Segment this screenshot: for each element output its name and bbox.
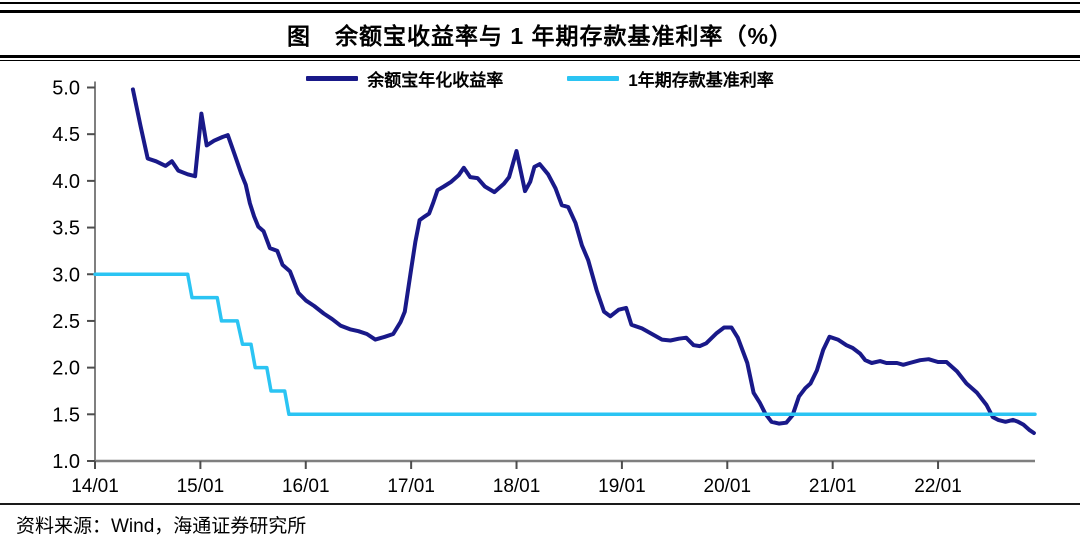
y-tick-label: 4.5 — [52, 124, 80, 146]
legend-line-yuebao-swatch — [306, 76, 359, 81]
series-line-yuebao-yield — [130, 87, 1036, 435]
y-tick-label: 3.0 — [52, 264, 80, 286]
source-note: 资料来源：Wind，海通证券研究所 — [16, 516, 307, 537]
top-rule-thin — [0, 2, 1080, 4]
y-tick-label: 4.0 — [52, 171, 80, 193]
y-tick-label: 1.5 — [52, 404, 80, 426]
x-tick-label: 18/01 — [493, 476, 541, 497]
x-tick-label: 22/01 — [914, 476, 962, 497]
x-tick-label: 14/01 — [71, 476, 119, 497]
legend-item-yuebao-yield: 余额宝年化收益率 — [306, 66, 503, 91]
legend-item-deposit-rate: 1年期存款基准利率 — [567, 66, 774, 91]
title-rule-thick — [0, 55, 1080, 58]
legend-label-yuebao: 余额宝年化收益率 — [367, 71, 504, 90]
footer-rule — [0, 503, 1080, 505]
y-tick-label: 1.0 — [52, 451, 80, 473]
x-tick-label: 19/01 — [598, 476, 646, 497]
x-tick-label: 21/01 — [809, 476, 857, 497]
x-tick-label: 16/01 — [282, 476, 330, 497]
series-line-deposit-rate — [93, 272, 1037, 417]
y-tick-label: 2.0 — [52, 358, 80, 380]
title-rule-thin — [0, 60, 1080, 61]
y-tick-label: 2.5 — [52, 311, 80, 333]
chart-legend: 余额宝年化收益率 1年期存款基准利率 — [0, 66, 1080, 91]
y-tick-label: 5.0 — [52, 78, 80, 100]
x-tick-label: 15/01 — [177, 476, 225, 497]
top-rule-thick — [0, 10, 1080, 13]
chart-title: 图 余额宝收益率与 1 年期存款基准利率（%） — [286, 23, 794, 49]
legend-label-deposit: 1年期存款基准利率 — [628, 71, 774, 90]
y-tick-label: 3.5 — [52, 218, 80, 240]
legend-line-deposit-swatch — [567, 76, 620, 81]
x-tick-label: 20/01 — [704, 476, 752, 497]
x-tick-label: 17/01 — [387, 476, 435, 497]
